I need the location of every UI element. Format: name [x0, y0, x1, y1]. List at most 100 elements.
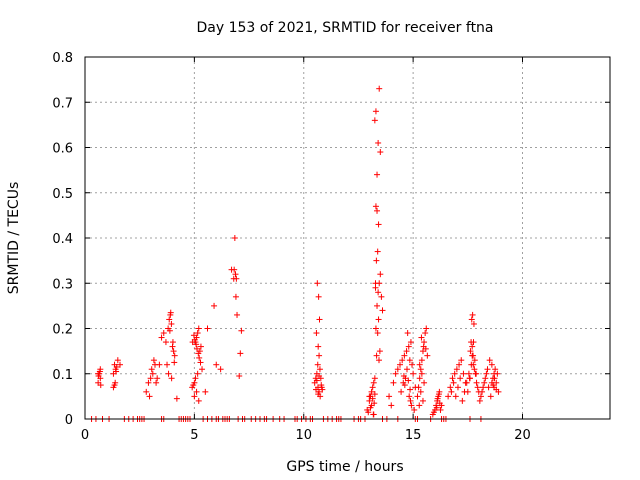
data-point: [445, 393, 452, 400]
data-point: [169, 339, 176, 346]
data-point: [377, 271, 384, 278]
data-point: [194, 330, 201, 337]
data-point: [371, 391, 378, 398]
data-point: [110, 370, 117, 377]
data-points: [88, 85, 502, 422]
data-point: [470, 320, 477, 327]
data-point: [374, 302, 381, 309]
data-point: [470, 352, 477, 359]
data-point: [458, 357, 465, 364]
data-point: [467, 348, 474, 355]
x-tick-label: 0: [81, 428, 89, 443]
data-point: [192, 375, 199, 382]
data-point: [315, 391, 322, 398]
data-point: [189, 339, 196, 346]
data-point: [114, 357, 121, 364]
data-point: [490, 382, 497, 389]
data-point: [233, 275, 240, 282]
data-point: [313, 377, 320, 384]
data-point: [379, 307, 386, 314]
data-point: [461, 388, 468, 395]
data-point: [376, 85, 383, 92]
data-point: [365, 409, 372, 416]
data-point: [465, 370, 472, 377]
data-point: [397, 361, 403, 368]
data-point: [388, 402, 395, 409]
data-point: [399, 357, 406, 364]
data-point: [468, 361, 475, 368]
data-point: [488, 361, 495, 368]
data-point: [231, 235, 238, 241]
data-point: [414, 393, 421, 400]
data-point: [375, 316, 382, 323]
data-point: [466, 375, 473, 382]
data-point: [457, 375, 464, 382]
data-point: [154, 375, 161, 382]
data-point: [147, 375, 154, 382]
data-point: [406, 393, 413, 400]
data-point: [485, 384, 492, 391]
data-point: [371, 117, 378, 124]
data-point: [160, 330, 167, 337]
data-point: [410, 370, 417, 377]
data-point: [471, 366, 478, 373]
data-point: [375, 139, 382, 146]
data-point: [463, 379, 470, 386]
data-point: [232, 293, 239, 300]
data-point: [143, 388, 150, 395]
data-point: [376, 348, 383, 355]
data-point: [422, 345, 429, 352]
data-point: [238, 327, 245, 334]
data-point: [454, 384, 461, 391]
data-point: [453, 366, 460, 373]
data-point: [168, 375, 175, 382]
data-point: [418, 357, 425, 364]
data-point: [378, 293, 385, 300]
data-point: [150, 357, 157, 364]
data-point: [418, 370, 425, 377]
data-point: [231, 266, 238, 273]
data-point: [167, 309, 174, 316]
data-point: [494, 370, 501, 377]
data-point: [491, 375, 498, 382]
data-point: [372, 203, 379, 210]
data-point: [366, 393, 373, 400]
data-point: [404, 366, 410, 373]
data-point: [423, 325, 430, 332]
data-point: [374, 330, 381, 337]
data-point: [418, 334, 425, 341]
data-point: [480, 384, 487, 391]
data-point: [460, 370, 467, 377]
data-point: [417, 388, 424, 395]
data-point: [483, 370, 490, 377]
data-point: [482, 375, 489, 382]
data-point: [408, 402, 415, 409]
data-point: [162, 339, 169, 346]
data-point: [156, 361, 163, 368]
data-point: [437, 406, 444, 413]
data-point: [117, 361, 123, 368]
data-point: [236, 373, 243, 380]
data-point: [374, 207, 381, 214]
data-point: [171, 359, 178, 366]
data-point: [415, 384, 422, 391]
data-point: [486, 357, 493, 364]
data-point: [368, 388, 375, 395]
data-point: [375, 289, 382, 296]
data-point: [448, 388, 455, 395]
data-point: [316, 366, 323, 373]
x-axis-label: GPS time / hours: [286, 459, 403, 475]
y-tick-label: 0.5: [52, 187, 73, 202]
y-tick-label: 0: [65, 413, 73, 428]
data-point: [195, 397, 202, 404]
data-point: [237, 350, 244, 357]
data-point: [377, 149, 384, 156]
data-point: [168, 320, 175, 327]
plot-frame: [84, 56, 611, 420]
x-tick-label: 10: [295, 428, 312, 443]
data-point: [456, 361, 463, 368]
data-point: [197, 343, 204, 350]
data-point: [149, 370, 156, 377]
data-point: [194, 345, 200, 352]
data-point: [416, 402, 423, 409]
